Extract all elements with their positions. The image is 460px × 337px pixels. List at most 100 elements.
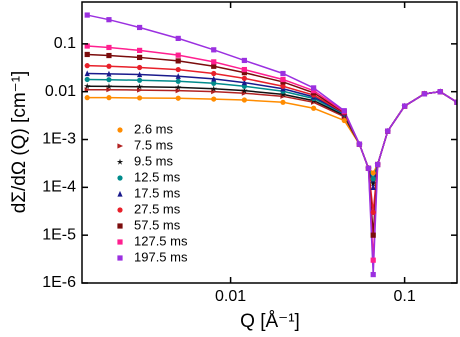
data-point	[136, 83, 143, 90]
data-point	[137, 24, 143, 31]
data-point	[370, 232, 376, 238]
x-tick-label: 0.01	[215, 288, 246, 305]
data-point	[241, 97, 247, 103]
data-point	[241, 70, 247, 76]
data-point	[175, 78, 181, 84]
data-point	[137, 64, 143, 71]
data-point	[280, 99, 286, 105]
legend-marker	[117, 255, 123, 261]
y-tick-label: 0.01	[45, 83, 76, 100]
legend-marker	[117, 143, 124, 149]
data-point	[106, 52, 112, 59]
data-point	[241, 75, 247, 81]
data-point	[241, 87, 248, 94]
legend-marker	[117, 190, 123, 197]
legend-marker	[117, 239, 123, 245]
data-point	[421, 91, 428, 97]
x-axis-label: Q [Å⁻¹]	[240, 311, 300, 332]
data-point	[175, 66, 181, 73]
data-point	[137, 71, 143, 78]
legend-label: 57.5 ms	[134, 217, 181, 232]
data-point	[84, 63, 90, 69]
legend-label: 127.5 ms	[134, 233, 188, 248]
y-tick-label: 1E-3	[42, 131, 76, 148]
data-point	[311, 105, 317, 111]
data-point	[385, 128, 391, 134]
data-point	[365, 165, 372, 171]
legend-label: 2.6 ms	[134, 121, 174, 136]
data-point	[137, 47, 143, 53]
data-point	[106, 63, 112, 69]
data-point	[210, 85, 217, 92]
plot-frame	[81, 1, 458, 284]
data-point	[175, 58, 181, 64]
legend-marker	[117, 175, 123, 181]
data-point	[356, 141, 363, 147]
data-point	[84, 12, 90, 18]
data-point	[211, 47, 217, 53]
data-point	[370, 170, 376, 176]
data-point	[105, 83, 113, 90]
data-point	[311, 85, 317, 91]
data-point	[106, 44, 112, 51]
data-point	[84, 76, 90, 83]
data-point	[175, 52, 181, 58]
data-point	[84, 95, 90, 101]
data-point	[106, 17, 112, 23]
data-point	[211, 96, 217, 102]
data-point	[437, 89, 443, 95]
data-point	[174, 84, 182, 91]
data-point	[454, 99, 457, 105]
data-point	[175, 35, 181, 42]
data-point	[106, 77, 112, 83]
data-point	[211, 80, 217, 86]
legend-label: 9.5 ms	[134, 153, 174, 168]
data-point	[175, 73, 181, 79]
data-point	[241, 66, 247, 73]
legend-label: 197.5 ms	[134, 249, 188, 264]
data-point	[211, 70, 217, 77]
data-point	[369, 180, 377, 187]
data-point	[106, 87, 113, 93]
data-point	[137, 54, 143, 61]
data-point	[370, 176, 376, 182]
legend-marker	[117, 207, 123, 213]
legend-marker	[117, 127, 123, 133]
data-point	[211, 59, 217, 65]
data-point	[375, 161, 381, 168]
fit-line	[87, 14, 457, 275]
legend-marker	[117, 223, 123, 229]
data-point	[84, 43, 90, 49]
data-point	[175, 95, 181, 101]
legend-label: 12.5 ms	[134, 169, 181, 184]
data-point	[280, 70, 286, 77]
data-point	[370, 184, 376, 190]
data-point	[106, 70, 112, 77]
data-point	[137, 77, 143, 83]
data-point	[311, 88, 317, 94]
y-tick-label: 1E-4	[42, 179, 76, 196]
data-point	[280, 76, 286, 83]
y-tick-label: 1E-5	[42, 226, 76, 243]
data-point	[84, 51, 90, 58]
legend-marker	[116, 158, 124, 165]
data-point	[175, 88, 182, 94]
y-tick-label: 1E-6	[42, 274, 76, 291]
plot-area	[83, 12, 457, 278]
data-point	[370, 209, 376, 215]
data-point	[137, 87, 143, 93]
data-point	[370, 257, 376, 263]
data-point	[241, 57, 247, 64]
x-tick-label: 0.1	[393, 288, 415, 305]
data-point	[83, 82, 91, 89]
data-point	[280, 83, 286, 89]
legend-label: 17.5 ms	[134, 185, 181, 200]
y-axis-label: dΣ/dΩ (Q) [cm⁻¹]	[9, 71, 30, 214]
data-point	[106, 95, 112, 101]
data-point	[137, 95, 143, 101]
data-point	[370, 271, 376, 278]
data-point	[84, 70, 90, 77]
data-point	[211, 63, 217, 69]
